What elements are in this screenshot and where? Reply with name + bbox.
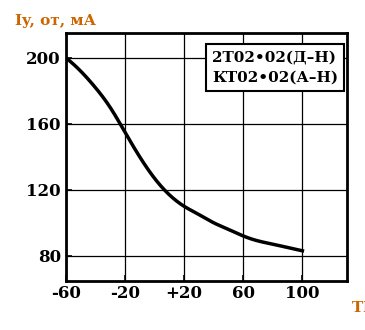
Text: Iy, от, мА: Iy, от, мА [15, 14, 96, 28]
Text: Tk, °C: Tk, °C [352, 300, 365, 314]
Text: 2Т02•02(Д–Н)
КТ02•02(А–Н): 2Т02•02(Д–Н) КТ02•02(А–Н) [212, 50, 338, 85]
